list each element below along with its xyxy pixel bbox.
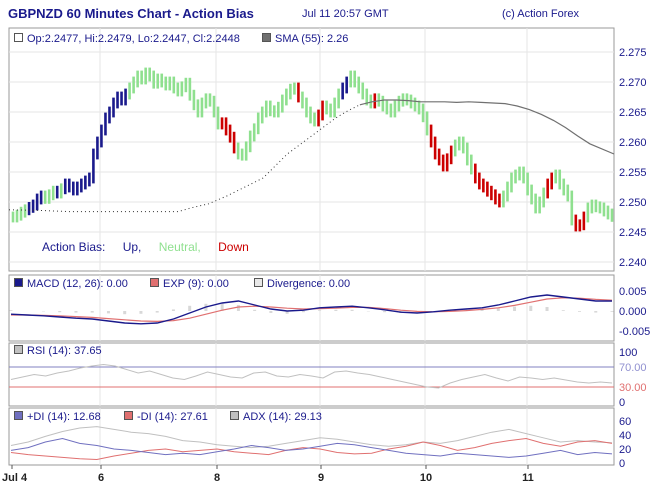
x-tick-label: Jul 4	[2, 472, 28, 484]
panel-frame-adx	[8, 407, 615, 466]
timestamp: Jul 11 20:57 GMT	[302, 8, 389, 20]
y-tick-label: 2.265	[619, 107, 647, 119]
y-axis-ticks: 2.275 2.270 2.265 2.260 2.255 2.250 2.245 2.240…	[619, 47, 650, 470]
divergence-legend: Divergence: 0.00	[254, 278, 350, 290]
mdi-text: -DI (14): 27.61	[137, 411, 208, 423]
sma-legend: SMA (55): 2.26	[262, 33, 348, 45]
y-tick-label: 60	[619, 416, 631, 428]
divergence-text: Divergence: 0.00	[267, 278, 351, 290]
exp-swatch	[150, 278, 159, 287]
bias-neutral: Neutral,	[158, 240, 201, 254]
y-tick-label: 70.00	[619, 362, 647, 374]
macd-swatch	[14, 278, 23, 287]
sma-line-dotted	[8, 104, 361, 213]
y-tick-label: 2.260	[619, 137, 647, 149]
y-tick-label: 30.00	[619, 382, 647, 394]
y-tick-label: 0.000	[619, 306, 647, 318]
divergence-swatch	[254, 278, 263, 287]
bias-up: Up,	[122, 240, 142, 254]
y-tick-label: 40	[619, 430, 631, 442]
y-tick-label: 2.250	[619, 197, 647, 209]
x-axis-ticks: Jul 4 6 8 9 10 11	[2, 465, 534, 484]
y-tick-label: 2.245	[619, 227, 647, 239]
pdi-text: +DI (14): 12.68	[27, 411, 101, 423]
bias-down: Down	[218, 240, 249, 254]
panel-frame-main	[8, 27, 615, 272]
panel-frame-rsi	[8, 342, 615, 407]
sma-swatch	[262, 33, 271, 42]
copyright: (c) Action Forex	[502, 8, 580, 20]
x-tick-label: 10	[420, 472, 432, 484]
ohlc-legend: Op:2.2477, Hi:2.2479, Lo:2.2447, Cl:2.24…	[14, 33, 240, 45]
y-tick-label: 2.240	[619, 257, 647, 269]
adx-swatch	[230, 411, 239, 420]
x-tick-label: 8	[214, 472, 220, 484]
bias-label: Action Bias:	[42, 240, 106, 254]
macd-text: MACD (12, 26): 0.00	[27, 278, 128, 290]
mdi-legend: -DI (14): 27.61	[124, 411, 208, 423]
mdi-line	[10, 437, 613, 461]
mdi-swatch	[124, 411, 133, 420]
ohlc-text: Op:2.2477, Hi:2.2479, Lo:2.2447, Cl:2.24…	[27, 33, 240, 45]
y-tick-label: 0.005	[619, 286, 647, 298]
y-tick-label: 2.270	[619, 77, 647, 89]
y-tick-label: 0	[619, 458, 625, 470]
sma-line	[359, 99, 615, 155]
pdi-line	[10, 437, 613, 458]
pdi-legend: +DI (14): 12.68	[14, 411, 101, 423]
x-tick-label: 9	[318, 472, 324, 484]
adx-lines	[10, 426, 613, 461]
macd-line	[10, 294, 612, 325]
y-tick-label: 2.255	[619, 167, 647, 179]
y-tick-label: -0.005	[619, 326, 650, 338]
ohlc-swatch	[14, 33, 23, 42]
price-bars	[8, 67, 615, 232]
exp-text: EXP (9): 0.00	[163, 278, 229, 290]
x-tick-label: 6	[98, 472, 104, 484]
rsi-legend: RSI (14): 37.65	[14, 345, 102, 357]
exp-legend: EXP (9): 0.00	[150, 278, 229, 290]
rsi-text: RSI (14): 37.65	[27, 345, 102, 357]
macd-legend: MACD (12, 26): 0.00	[14, 278, 128, 290]
rsi-lines	[9, 363, 614, 389]
adx-legend: ADX (14): 29.13	[230, 411, 322, 423]
sma-text: SMA (55): 2.26	[275, 33, 349, 45]
x-tick-label: 11	[522, 472, 534, 484]
y-tick-label: 100	[619, 347, 637, 359]
pdi-swatch	[14, 411, 23, 420]
macd-lines	[9, 294, 614, 325]
y-tick-label: 0	[619, 397, 625, 409]
y-tick-label: 20	[619, 444, 631, 456]
rsi-line	[10, 363, 613, 389]
adx-text: ADX (14): 29.13	[243, 411, 322, 423]
y-tick-label: 2.275	[619, 47, 647, 59]
action-bias-legend: Action Bias: Up, Neutral, Down	[42, 240, 263, 254]
chart-title: GBPNZD 60 Minutes Chart - Action Bias	[8, 6, 254, 21]
grid-lines	[9, 28, 614, 465]
panel-frames	[8, 27, 615, 466]
adx-line	[10, 426, 613, 449]
rsi-swatch	[14, 345, 23, 354]
